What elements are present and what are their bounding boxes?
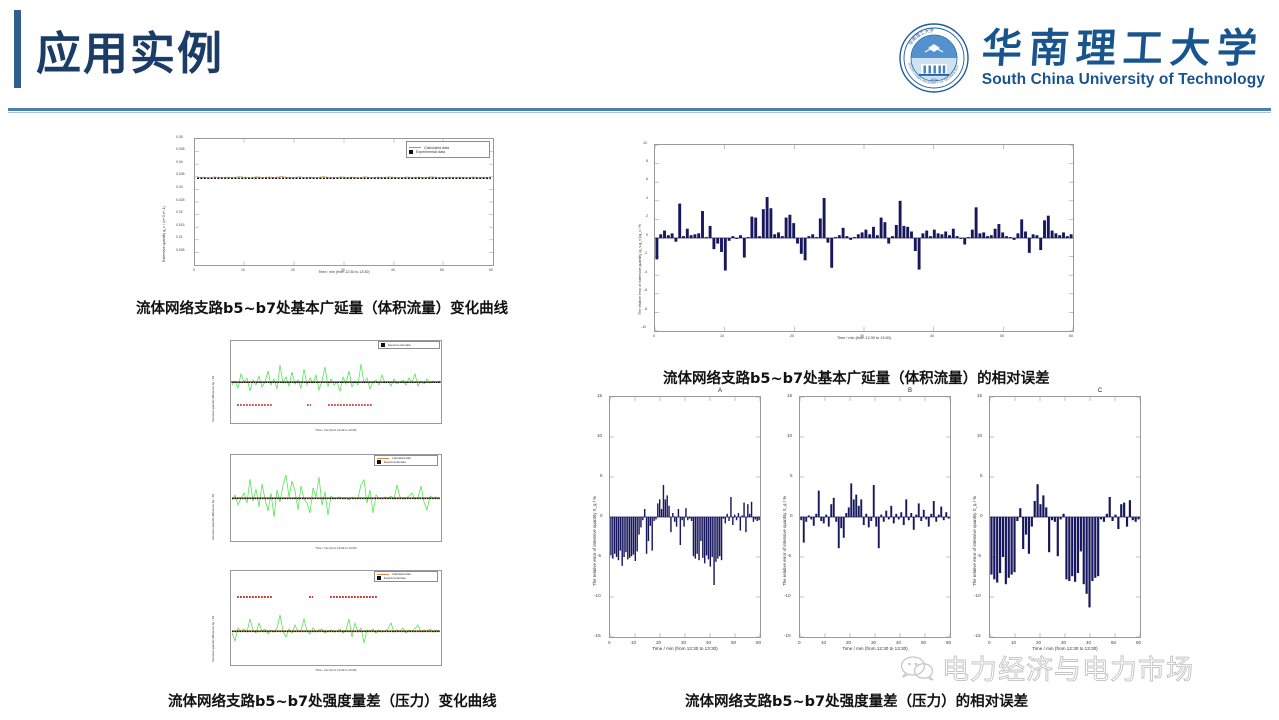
- header-divider: [8, 108, 1271, 111]
- slide-header: 应用实例 1934: [0, 0, 1279, 115]
- legend-label-experimental: Experimental data: [416, 149, 445, 154]
- chart3b-x-axis-label: Time / min (from 12:30 to 13:30): [315, 546, 357, 550]
- chart3b-plot-area: [230, 454, 442, 542]
- chart1-y-axis-label: Extensive quantity q_v / (m^3 s^-1): [162, 206, 166, 262]
- logo-name-cn: 华南理工大学: [980, 25, 1266, 72]
- logo-wordmark: 华南理工大学 South China University of Technol…: [980, 25, 1266, 89]
- chart3c-x-axis-label: Time / min (from 12:30 to 13:30): [315, 668, 357, 672]
- svg-text:1934: 1934: [930, 78, 938, 82]
- chart-intensive-quantity-B: Calculated data Experimental data Intens…: [206, 448, 456, 558]
- chart3c-y-axis-label: Intensive quantity difference Δp / Pa: [211, 615, 215, 662]
- chart1-plot-area: [194, 138, 494, 266]
- legend-line-swatch: [377, 458, 389, 459]
- chart3b-legend: Calculated data Experimental data: [374, 455, 438, 466]
- legend-marker-swatch: [377, 460, 381, 464]
- university-seal-icon: 1934 华南理工大学 SOUTH CHINA UNIVERSITY OF TE…: [898, 22, 970, 94]
- chart3a-y-axis-label: Intensive quantity difference Δp / Pa: [211, 375, 215, 422]
- chart4-panel-C-y-axis-label: The relative error of intensive quantity…: [972, 495, 977, 586]
- chart4-panel-B-y-axis-label: The relative error of intensive quantity…: [782, 495, 787, 586]
- chart4-panel-label-A: A: [717, 388, 722, 394]
- caption-figure-3: 流体网络支路b5~b7处强度量差（压力）变化曲线: [168, 694, 497, 710]
- page-title: 应用实例: [36, 27, 225, 80]
- chart4-panel-C-x-axis-label: Time / min (from 12:30 to 13:30): [1032, 646, 1098, 651]
- chart4-panel-A-x-axis-label: Time / min (from 12:30 to 13:30): [652, 646, 718, 651]
- chart4-panel-B-plot-area: [799, 396, 951, 638]
- chart-intensive-quantity-C: Calculated data Experimental data Intens…: [206, 562, 456, 680]
- legend-label-experimental: Experimental data: [384, 460, 406, 464]
- chart3c-legend: Calculated data Experimental data: [374, 571, 438, 582]
- legend-label-calculated: Calculated data: [392, 573, 411, 576]
- header-divider-secondary: [8, 112, 1271, 113]
- legend-line-swatch: [409, 147, 421, 148]
- legend-marker-swatch: [381, 343, 385, 347]
- chart1-legend: Calculated data Experimental data: [406, 141, 490, 158]
- legend-label-calculated: Calculated data: [424, 145, 449, 150]
- chart3b-y-axis-label: Intensive quantity difference Δp / Pa: [211, 493, 215, 540]
- logo-name-en: South China University of Technology: [981, 70, 1265, 88]
- chart-extensive-quantity-curve: Calculated data Experimental data Extens…: [150, 132, 505, 287]
- legend-label-calculated: Calculated data: [392, 457, 411, 460]
- caption-figure-2: 流体网络支路b5~b7处基本广延量（体积流量）的相对误差: [663, 371, 1050, 387]
- legend-label-experimental: Experimental data: [384, 576, 406, 580]
- chart2-y-axis-label: The relative error of extensive quantity…: [638, 224, 642, 315]
- chart3a-legend: Experimental data: [378, 341, 440, 349]
- chart2-plot-area: [654, 144, 1074, 332]
- chart4-panel-B-x-axis-label: Time / min (from 12:30 to 13:30): [842, 646, 908, 651]
- chart-relative-error-intensive: A The relative error of intensive quanti…: [585, 388, 1145, 663]
- chart-relative-error-extensive: The relative error of extensive quantity…: [632, 140, 1132, 345]
- chart1-x-axis-label: Time / min (from 12:30 to 13:30): [318, 270, 370, 274]
- chart3a-x-axis-label: Time / min (from 12:30 to 13:30): [315, 428, 357, 432]
- legend-line-swatch: [377, 574, 389, 575]
- title-accent-bar: [14, 10, 21, 88]
- university-logo: 1934 华南理工大学 SOUTH CHINA UNIVERSITY OF TE…: [898, 14, 1266, 102]
- legend-label-experimental: Experimental data: [388, 343, 411, 347]
- chart3a-plot-area: [230, 340, 442, 424]
- legend-marker-swatch: [409, 149, 413, 154]
- chart4-panel-label-C: C: [1097, 388, 1103, 394]
- chart2-x-axis-label: Time / min (from 12:30 to 13:30): [836, 336, 892, 340]
- legend-marker-swatch: [377, 576, 381, 580]
- chart4-panel-A-plot-area: [609, 396, 761, 638]
- chart3c-plot-area: [230, 570, 442, 666]
- chart4-panel-label-B: B: [907, 388, 912, 394]
- chart-intensive-quantity-A: Experimental data Intensive quantity dif…: [206, 336, 456, 441]
- chart4-panel-A-y-axis-label: The relative error of intensive quantity…: [592, 495, 597, 586]
- caption-figure-4: 流体网络支路b5~b7处强度量差（压力）的相对误差: [685, 694, 1029, 710]
- chart4-panel-C-plot-area: [989, 396, 1141, 638]
- chart2-bars: [655, 145, 1073, 331]
- caption-figure-1: 流体网络支路b5~b7处基本广延量（体积流量）变化曲线: [136, 301, 509, 317]
